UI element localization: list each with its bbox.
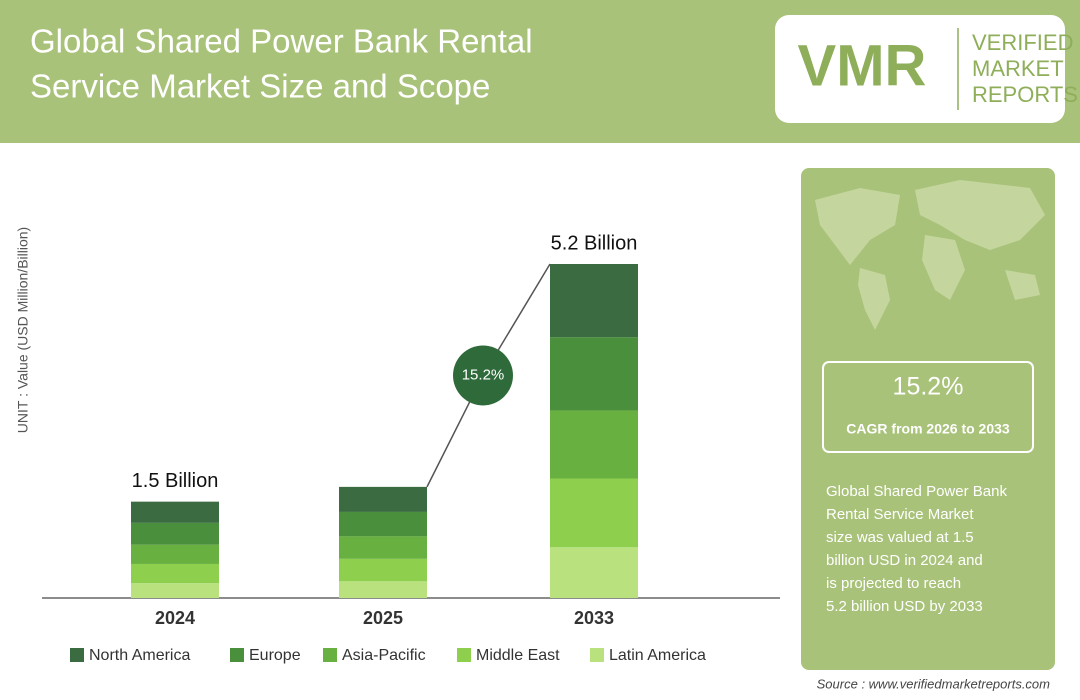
description-line: Global Shared Power Bank bbox=[826, 483, 1007, 500]
bar-segment bbox=[131, 583, 219, 598]
logo-text: MARKET bbox=[972, 56, 1064, 81]
description-line: billion USD in 2024 and bbox=[826, 552, 983, 569]
bar-segment bbox=[550, 410, 638, 479]
bar-segment bbox=[339, 536, 427, 559]
legend-swatch bbox=[457, 648, 471, 662]
legend-swatch bbox=[70, 648, 84, 662]
description-line: 5.2 billion USD by 2033 bbox=[826, 598, 983, 615]
cagr-box bbox=[822, 361, 1034, 453]
bar-segment bbox=[339, 511, 427, 537]
bar-segment bbox=[550, 337, 638, 411]
description-line: size was valued at 1.5 bbox=[826, 529, 974, 546]
description-line: is projected to reach bbox=[826, 575, 961, 592]
bar-segment bbox=[131, 501, 219, 523]
cagr-value: 15.2% bbox=[893, 373, 964, 401]
bar-segment bbox=[550, 264, 638, 338]
legend-swatch bbox=[230, 648, 244, 662]
legend-swatch bbox=[323, 648, 337, 662]
description: Global Shared Power Bank Rental Service M… bbox=[826, 483, 1007, 615]
x-tick-label: 2025 bbox=[363, 608, 403, 628]
logo-box bbox=[775, 15, 1065, 123]
legend-label: Middle East bbox=[476, 647, 560, 664]
logo-text: REPORTS bbox=[972, 82, 1078, 107]
bar-segment bbox=[131, 563, 219, 584]
bar-segment bbox=[131, 522, 219, 545]
bar-segment bbox=[339, 581, 427, 598]
bar-segment bbox=[131, 544, 219, 564]
source: Source : www.verifiedmarketreports.com bbox=[817, 676, 1051, 691]
cagr-label: CAGR from 2026 to 2033 bbox=[846, 421, 1010, 437]
world-map bbox=[815, 180, 1045, 330]
x-tick-label: 2024 bbox=[155, 608, 195, 628]
legend-label: Asia-Pacific bbox=[342, 647, 426, 664]
logo-mark: VMR bbox=[798, 33, 927, 98]
logo-text: VERIFIED bbox=[972, 30, 1073, 55]
cagr-badge bbox=[453, 345, 513, 406]
title-line: Global Shared Power Bank Rental bbox=[30, 23, 533, 60]
bar-segment bbox=[550, 478, 638, 548]
description-line: Rental Service Market bbox=[826, 506, 974, 523]
total-label: 1.5 Billion bbox=[132, 470, 219, 492]
legend-label: North America bbox=[89, 647, 190, 664]
y-axis-label: UNIT : Value (USD Million/Billion) bbox=[15, 227, 31, 433]
title-line: Service Market Size and Scope bbox=[30, 68, 490, 105]
bar-segment bbox=[550, 547, 638, 598]
legend-label: Latin America bbox=[609, 647, 706, 664]
legend-swatch bbox=[590, 648, 604, 662]
total-label: 5.2 Billion bbox=[551, 232, 638, 254]
bar-segment bbox=[339, 486, 427, 512]
legend-label: Europe bbox=[249, 647, 301, 664]
cagr-badge-text: 15.2% bbox=[462, 366, 505, 383]
x-tick-label: 2033 bbox=[574, 608, 614, 628]
bar-segment bbox=[339, 558, 427, 582]
